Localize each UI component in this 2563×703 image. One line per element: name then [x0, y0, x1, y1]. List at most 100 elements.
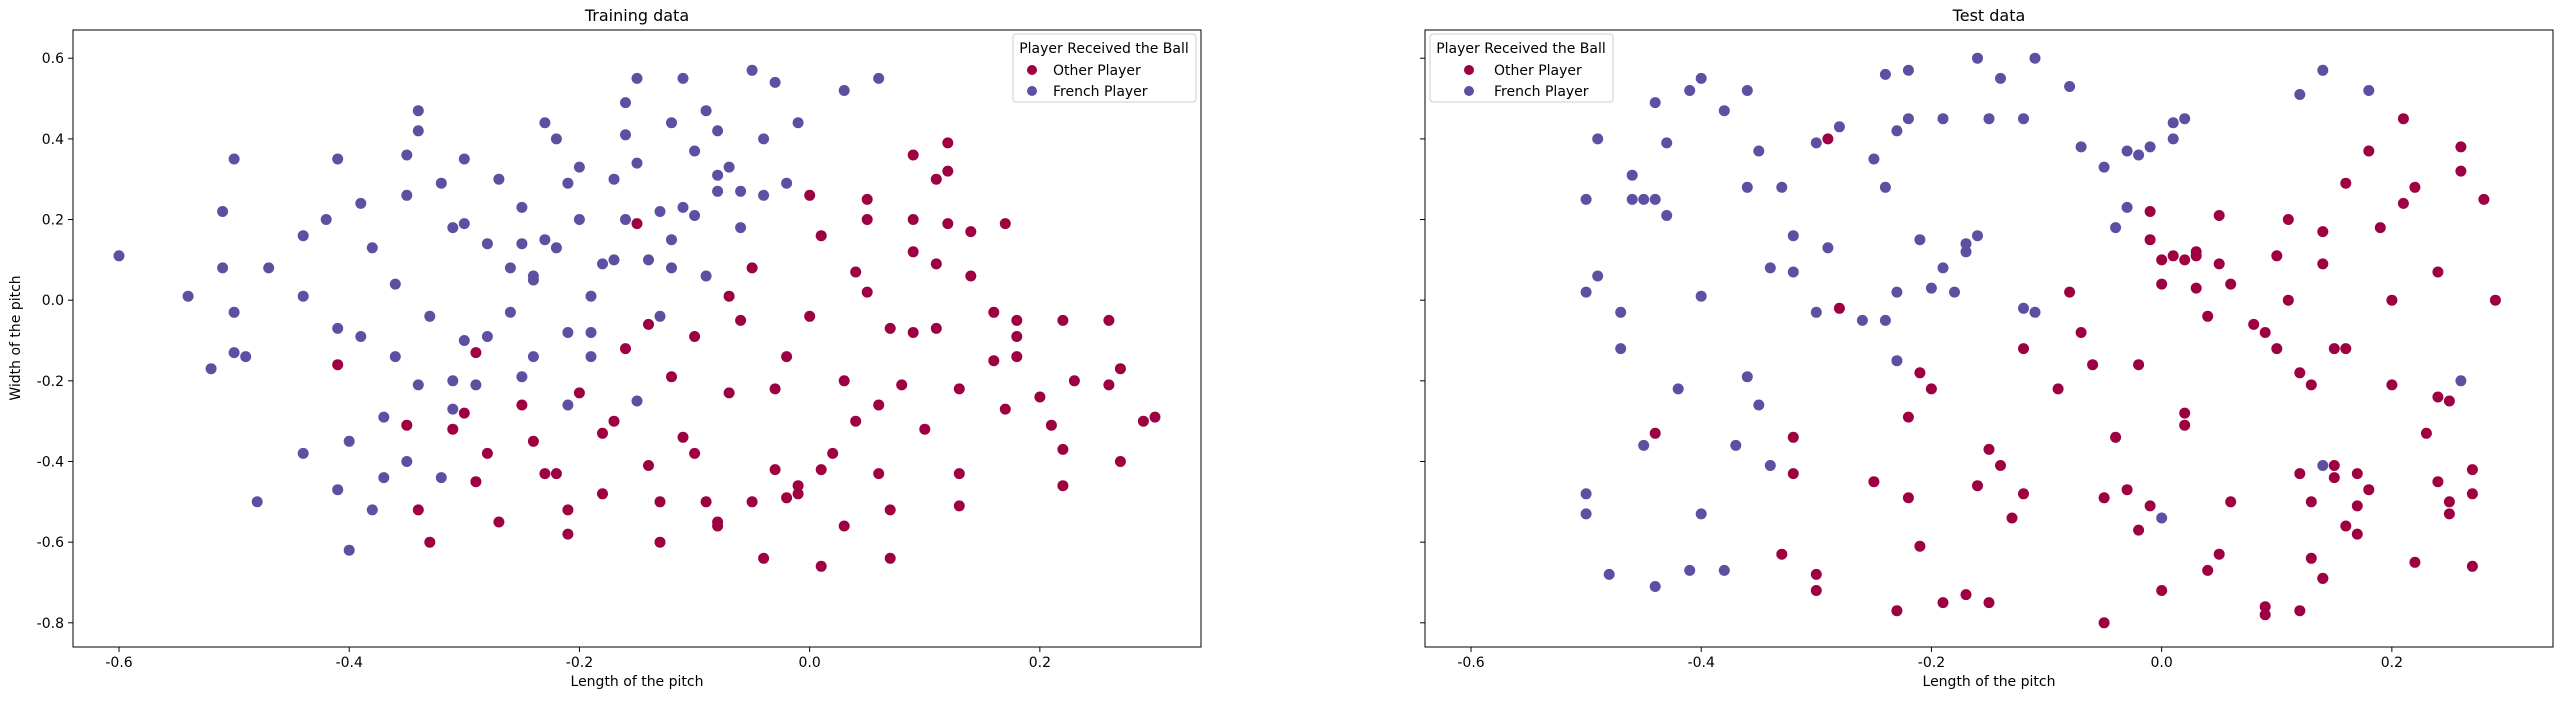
- training-y-label: Width of the pitch: [8, 275, 24, 400]
- other-player-point: [2317, 226, 2329, 238]
- french-player-point: [389, 351, 401, 363]
- other-player-point: [2397, 113, 2409, 125]
- french-player-point: [735, 185, 747, 197]
- french-player-point: [585, 290, 597, 302]
- french-player-point: [412, 125, 424, 137]
- other-player-point: [470, 347, 482, 359]
- french-player-point: [504, 306, 516, 318]
- other-player-point: [884, 322, 896, 334]
- other-player-point: [608, 415, 620, 427]
- french-player-point: [297, 230, 309, 242]
- x-tick-label: 0.0: [2151, 655, 2173, 671]
- french-player-point: [435, 472, 447, 484]
- other-player-point: [792, 480, 804, 492]
- other-player-point: [2455, 141, 2467, 153]
- other-player-point: [804, 189, 816, 201]
- other-player-point: [1868, 476, 1880, 488]
- x-tick-label: 0.0: [799, 655, 821, 671]
- french-player-point: [1879, 314, 1891, 326]
- other-player-point: [2213, 210, 2225, 221]
- french-player-point: [1983, 113, 1995, 125]
- other-player-point: [781, 351, 793, 363]
- other-player-point: [620, 343, 631, 355]
- other-player-point: [2374, 222, 2386, 234]
- french-player-point: [2179, 113, 2191, 125]
- other-player-point: [1034, 391, 1046, 403]
- other-player-point: [2351, 500, 2363, 512]
- other-player-point: [1787, 468, 1799, 480]
- other-player-point: [2317, 258, 2329, 270]
- other-player-point: [907, 149, 919, 161]
- other-player-point: [2144, 206, 2156, 217]
- french-player-point: [654, 310, 666, 322]
- other-player-point: [332, 359, 344, 371]
- other-player-point: [2271, 343, 2283, 355]
- other-player-point: [2098, 492, 2110, 504]
- test-x-ticks: -0.6 -0.4 -0.2 0.0 0.2: [1457, 647, 2403, 671]
- other-player-point: [1011, 331, 1023, 342]
- other-player-point: [2363, 145, 2375, 157]
- other-player-point: [2156, 278, 2168, 290]
- french-player-point: [447, 403, 459, 415]
- french-player-point: [401, 189, 413, 201]
- french-player-point: [550, 242, 562, 254]
- other-player-point: [539, 468, 551, 480]
- other-player-point: [1649, 427, 1661, 439]
- french-player-point: [1753, 145, 1765, 157]
- other-player-point: [2248, 318, 2260, 330]
- other-player-point: [2443, 496, 2455, 508]
- other-player-point: [792, 488, 804, 500]
- french-player-point: [332, 484, 344, 496]
- other-player-point: [2466, 560, 2478, 572]
- french-player-point: [1718, 105, 1730, 117]
- french-player-point: [666, 262, 677, 274]
- other-player-point: [2259, 601, 2271, 613]
- french-player-point: [251, 496, 263, 508]
- x-tick-label: -0.6: [105, 655, 132, 671]
- other-player-point: [2294, 367, 2306, 379]
- other-player-point: [2133, 524, 2145, 536]
- french-player-point: [1741, 85, 1753, 96]
- french-player-point: [746, 64, 758, 76]
- other-player-point: [1995, 460, 2006, 471]
- french-player-point: [355, 197, 367, 209]
- french-player-point: [332, 153, 344, 165]
- french-player-point: [1638, 439, 1650, 451]
- french-player-point: [758, 133, 770, 145]
- test-legend-marker-french: [1464, 86, 1474, 96]
- french-player-point: [1615, 343, 1627, 355]
- french-player-point: [1649, 193, 1661, 205]
- test-legend-label-french: French Player: [1494, 84, 1589, 100]
- other-player-point: [2340, 177, 2352, 189]
- other-player-point: [988, 306, 1000, 318]
- other-player-point: [1011, 351, 1023, 363]
- french-player-point: [2098, 161, 2110, 173]
- french-player-point: [1592, 133, 1604, 145]
- french-player-point: [412, 379, 424, 391]
- other-player-point: [573, 387, 585, 399]
- french-player-point: [1856, 314, 1868, 326]
- other-player-point: [2305, 552, 2317, 564]
- french-player-point: [666, 117, 677, 129]
- test-legend: Player Received the Ball Other Player Fr…: [1429, 33, 1614, 103]
- other-player-point: [2018, 488, 2029, 500]
- other-player-point: [873, 399, 885, 411]
- other-player-point: [677, 431, 689, 443]
- other-player-point: [2328, 460, 2340, 471]
- test-legend-title: Player Received the Ball: [1436, 41, 1606, 57]
- other-player-point: [2052, 383, 2064, 395]
- french-player-point: [2064, 81, 2076, 92]
- french-player-point: [1741, 371, 1753, 383]
- other-player-point: [930, 322, 942, 334]
- other-player-point: [1114, 456, 1126, 467]
- x-tick-label: 0.2: [2381, 655, 2403, 671]
- french-player-point: [608, 173, 620, 185]
- french-player-point: [573, 161, 585, 173]
- french-player-point: [2317, 460, 2329, 471]
- other-player-point: [953, 383, 965, 395]
- other-player-point: [412, 504, 424, 516]
- french-player-point: [838, 85, 850, 96]
- french-player-point: [2018, 113, 2029, 125]
- french-player-point: [2167, 117, 2179, 129]
- other-player-point: [470, 476, 482, 488]
